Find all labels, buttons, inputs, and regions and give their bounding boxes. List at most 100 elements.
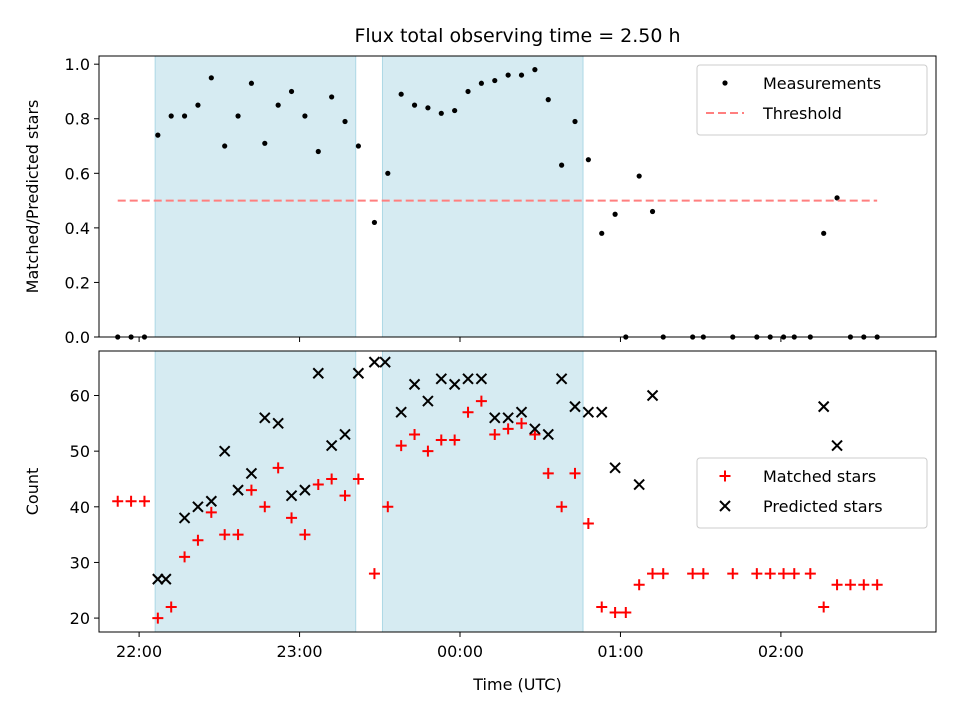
matched-star-point	[778, 568, 790, 580]
matched-star-point	[529, 428, 541, 440]
matched-star-point	[125, 495, 137, 507]
matched-star-point	[192, 534, 204, 546]
bottom-observing-window-2	[381, 350, 584, 633]
bottom-y-tick-label: 20	[70, 609, 90, 628]
legend-box	[696, 64, 928, 136]
predicted-star-point	[205, 495, 218, 507]
matched-star-point	[352, 473, 364, 485]
matched-star-point	[596, 601, 608, 613]
predicted-star-point	[489, 412, 501, 424]
predicted-star-point	[582, 406, 595, 418]
matched-star-point	[299, 529, 311, 541]
measurement-point	[235, 113, 241, 119]
legend-box	[696, 457, 928, 529]
matched-star-point	[569, 467, 581, 479]
bottom-y-axis-label: Count	[23, 468, 42, 516]
predicted-star-point	[555, 373, 568, 385]
measurement-point	[532, 67, 538, 73]
measurement-point	[195, 102, 201, 108]
predicted-star-point	[542, 428, 554, 441]
bottom-observing-window-1	[154, 350, 357, 633]
predicted-star-point	[368, 356, 381, 368]
matched-star-point	[205, 506, 217, 518]
legend-label: Predicted stars	[763, 497, 883, 516]
bottom-series-matched-stars	[112, 395, 883, 624]
predicted-star-point	[232, 484, 244, 496]
bottom-y-tick-label: 30	[70, 553, 90, 572]
matched-star-point	[502, 423, 514, 435]
bottom-y-tick-label: 40	[70, 498, 90, 517]
matched-star-point	[687, 568, 699, 580]
matched-star-point	[727, 568, 739, 580]
measurement-point	[355, 143, 361, 149]
measurement-point	[222, 143, 228, 149]
measurement-point	[612, 211, 618, 217]
predicted-star-point	[646, 389, 659, 402]
measurement-point	[518, 72, 525, 78]
measurement-point	[599, 230, 605, 236]
matched-star-point	[395, 440, 407, 452]
matched-star-point	[844, 579, 856, 591]
measurement-point	[371, 219, 378, 226]
matched-star-point	[245, 484, 257, 496]
matched-star-point	[697, 568, 709, 580]
measurement-point	[649, 208, 656, 215]
predicted-star-point	[312, 367, 324, 379]
predicted-star-point	[515, 406, 528, 418]
top-observing-window-2	[381, 55, 584, 338]
top-observing-window-1	[154, 55, 357, 338]
matched-star-point	[804, 568, 816, 580]
bottom-y-tick-label: 50	[70, 442, 90, 461]
measurement-point	[288, 88, 295, 95]
matched-star-point	[272, 462, 284, 474]
measurement-point	[329, 94, 335, 100]
matched-star-point	[286, 512, 298, 524]
measurement-point	[821, 230, 827, 236]
measurement-point	[545, 97, 551, 103]
bottom-legend: Matched stars Predicted stars	[696, 457, 928, 529]
legend-label: Threshold	[762, 104, 842, 123]
predicted-star-point	[462, 373, 474, 385]
predicted-star-point	[502, 412, 514, 424]
matched-star-point	[112, 495, 124, 507]
predicted-star-point	[379, 356, 391, 368]
top-y-tick-label: 0.8	[65, 110, 90, 129]
matched-star-point	[179, 551, 191, 563]
predicted-star-point	[633, 478, 645, 491]
predicted-star-point	[817, 400, 830, 413]
measurement-point	[505, 72, 511, 78]
x-tick-label: 00:00	[437, 642, 483, 661]
measurement-point	[636, 173, 642, 179]
matched-star-point	[409, 428, 421, 440]
top-y-tick-label: 0.6	[65, 164, 90, 183]
matched-star-point	[609, 607, 621, 619]
measurement-point	[572, 118, 578, 125]
matched-star-point	[582, 517, 594, 529]
matched-star-point	[542, 467, 554, 479]
top-y-tick-label: 0.2	[65, 273, 90, 292]
predicted-star-point	[218, 445, 231, 457]
measurement-point	[465, 88, 471, 95]
matched-star-point	[751, 568, 763, 580]
measurement-point	[181, 113, 188, 119]
measurement-point	[248, 80, 255, 86]
measurement-point	[315, 148, 321, 155]
top-panel: 0.0 0.2 0.4 0.6 0.8 1.0 Matched/Predicted star…	[23, 55, 937, 347]
measurement-point	[398, 91, 404, 97]
predicted-star-point	[160, 573, 172, 585]
predicted-star-point	[408, 378, 421, 391]
bottom-series-predicted-stars	[152, 356, 843, 585]
x-tick-label: 01:00	[597, 642, 643, 661]
measurement-point	[425, 105, 431, 111]
measurement-point	[585, 157, 591, 163]
measurement-point	[342, 118, 348, 125]
matched-star-point	[368, 568, 380, 580]
matched-star-point	[647, 568, 659, 580]
matched-star-point	[435, 434, 447, 446]
bottom-y-tick-label: 60	[70, 387, 90, 406]
top-legend: Measurements Threshold	[696, 64, 928, 136]
matched-star-point	[831, 579, 843, 591]
x-axis-label: Time (UTC)	[472, 675, 561, 694]
measurement-point	[492, 77, 498, 84]
